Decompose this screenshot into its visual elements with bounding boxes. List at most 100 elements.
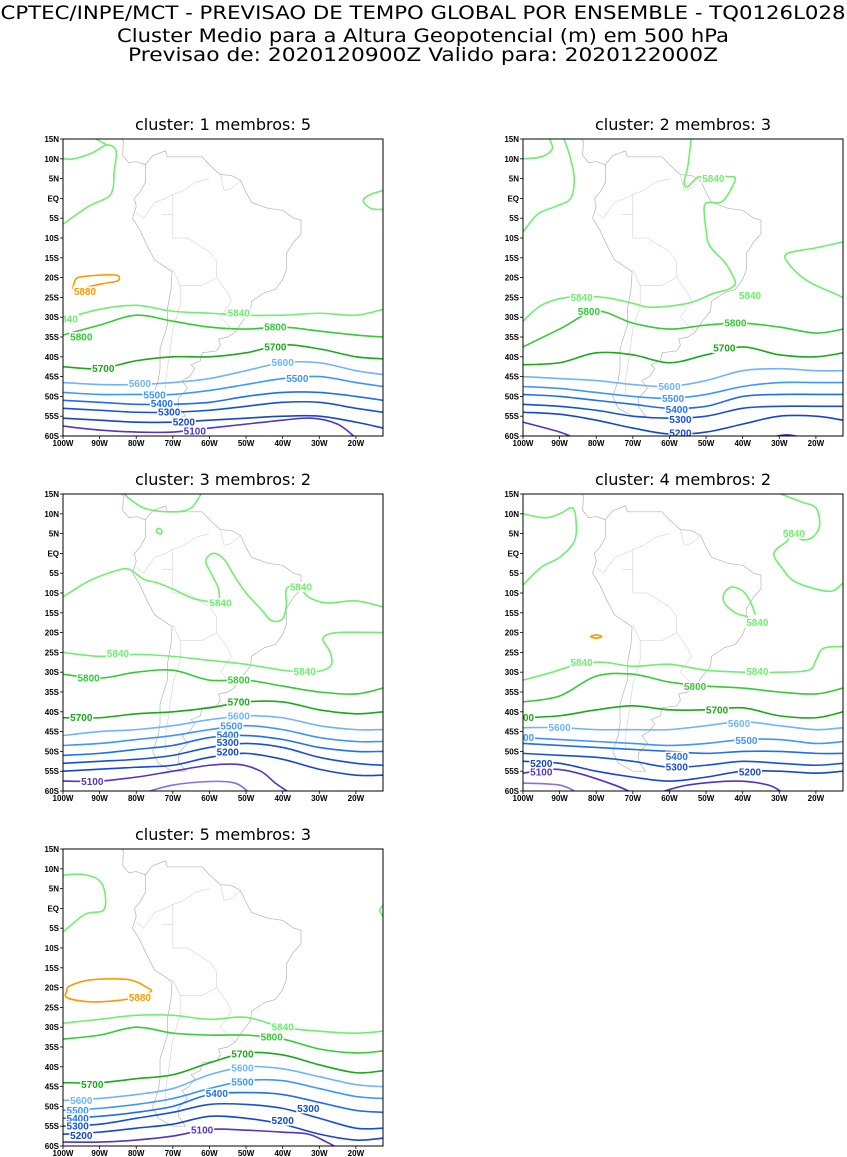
lat-tick-label: 5N [509,175,519,184]
lat-tick-label: 10S [505,589,520,598]
contour-label-5400: 5400 [67,1114,90,1125]
country-border [220,529,241,546]
country-border [161,923,236,1043]
contour-label-bg [270,357,295,368]
lat-tick-label: 40S [45,353,60,362]
contour-label-bg [127,378,152,389]
contour-label-bg [738,766,763,777]
lat-tick-label: 5S [49,214,59,223]
lat-tick-label: 30S [505,313,520,322]
contour-label-bg [190,1125,215,1136]
contour-label-bg [230,1062,255,1073]
contour-label-bg [664,404,689,415]
contour-5100 [773,434,800,436]
lon-tick-label: 20W [808,794,825,803]
lat-tick-label: 50S [505,747,520,756]
map-frame [522,138,844,437]
lon-tick-label: 80W [128,1149,145,1157]
lat-tick-label: 35S [45,688,60,697]
contour-label-bg [76,673,101,684]
contour-label-5840: 5840 [570,658,593,669]
contour-label-5840: 5840 [228,309,251,320]
contour-label-5840: 5840 [783,529,806,540]
contour-label-bg [259,1032,284,1043]
lat-tick-label: 10S [505,234,520,243]
contour-label-bg [215,729,240,740]
contour-label-bg [745,666,770,677]
map-area: 5840 5840 5840 5800 5800 5700 5600550054005300… [523,139,843,436]
lat-tick-label: 10S [45,944,60,953]
contour-label-bg [69,1130,94,1141]
lat-tick-label: 15S [505,254,520,263]
contour-5840 [722,586,757,618]
contour-label-bg [263,341,288,352]
lat-tick-label: 45S [45,728,60,737]
contour-label-bg [727,718,752,729]
lat-tick-label: 15S [45,609,60,618]
lat-tick-label: 45S [505,728,520,737]
contour-label-5840: 5840 [290,583,313,594]
contour-label-5700: 5700 [264,342,287,353]
lat-tick-label: 40S [505,708,520,717]
lon-tick-label: 20W [808,439,825,448]
panel-title: cluster: 2 membros: 3 [595,115,771,134]
contour-label-bg [745,617,770,628]
lat-tick-label: 40S [45,1063,60,1072]
lat-tick-label: 5S [509,214,519,223]
contour-label-bg [529,758,554,769]
contour-label-bg [683,681,708,692]
contour-label-bg [91,363,116,374]
country-border [220,174,241,191]
lat-tick-label: 55S [505,767,520,776]
contour-label-bg [270,1115,295,1126]
contour-5100 [662,780,782,791]
contour-label-bg [712,343,737,354]
lon-tick-label: 100W [513,794,534,803]
lat-tick-label: 10N [44,510,59,519]
lat-tick-label: 25S [45,293,60,302]
contour-label-bg [292,666,317,677]
lat-tick-label: EQ [507,549,519,558]
lat-tick-label: 25S [505,648,520,657]
contour-5600 [63,1065,383,1102]
contour-label-bg [226,710,251,721]
lat-tick-label: 60S [505,787,520,796]
contour-label-bg [664,762,689,773]
contour-label-5840: 5840 [107,649,130,660]
lat-tick-label: 20S [505,629,520,638]
lat-tick-label: 5N [49,885,59,894]
contour-label-bg [226,675,251,686]
lon-tick-label: 80W [128,794,145,803]
contour-label-bg [547,722,572,733]
contour-5100 [523,421,572,436]
contour-label-bg [529,766,554,777]
contour-label-5100: 5100 [81,777,104,788]
country-border [172,533,210,570]
contour-label-5200: 5200 [217,748,240,759]
lon-tick-label: 80W [588,439,605,448]
contour-5000 [523,782,576,791]
contour-label-5880: 5880 [129,993,152,1004]
lon-tick-label: 90W [91,794,108,803]
contour-5840 [523,506,578,586]
contour-label-bg [65,1121,90,1132]
contour-label-bg [664,751,689,762]
contour-label-5800: 5800 [78,674,101,685]
contour-5840 [63,552,383,623]
lat-tick-label: 50S [45,747,60,756]
contour-label-bg [701,173,726,184]
lon-tick-label: 40W [274,794,291,803]
country-border [596,549,633,574]
lat-tick-label: 55S [505,412,520,421]
lat-tick-label: 40S [505,353,520,362]
contour-label-bg [80,776,105,787]
contour-5600 [523,720,843,731]
lat-tick-label: 20S [505,274,520,283]
contour-5840 [523,139,737,322]
contour-label-bg [105,648,130,659]
lon-tick-label: 20W [348,794,365,803]
contour-label-bg [215,747,240,758]
contour-label-5500: 5500 [220,722,243,733]
lon-tick-label: 50W [238,794,255,803]
